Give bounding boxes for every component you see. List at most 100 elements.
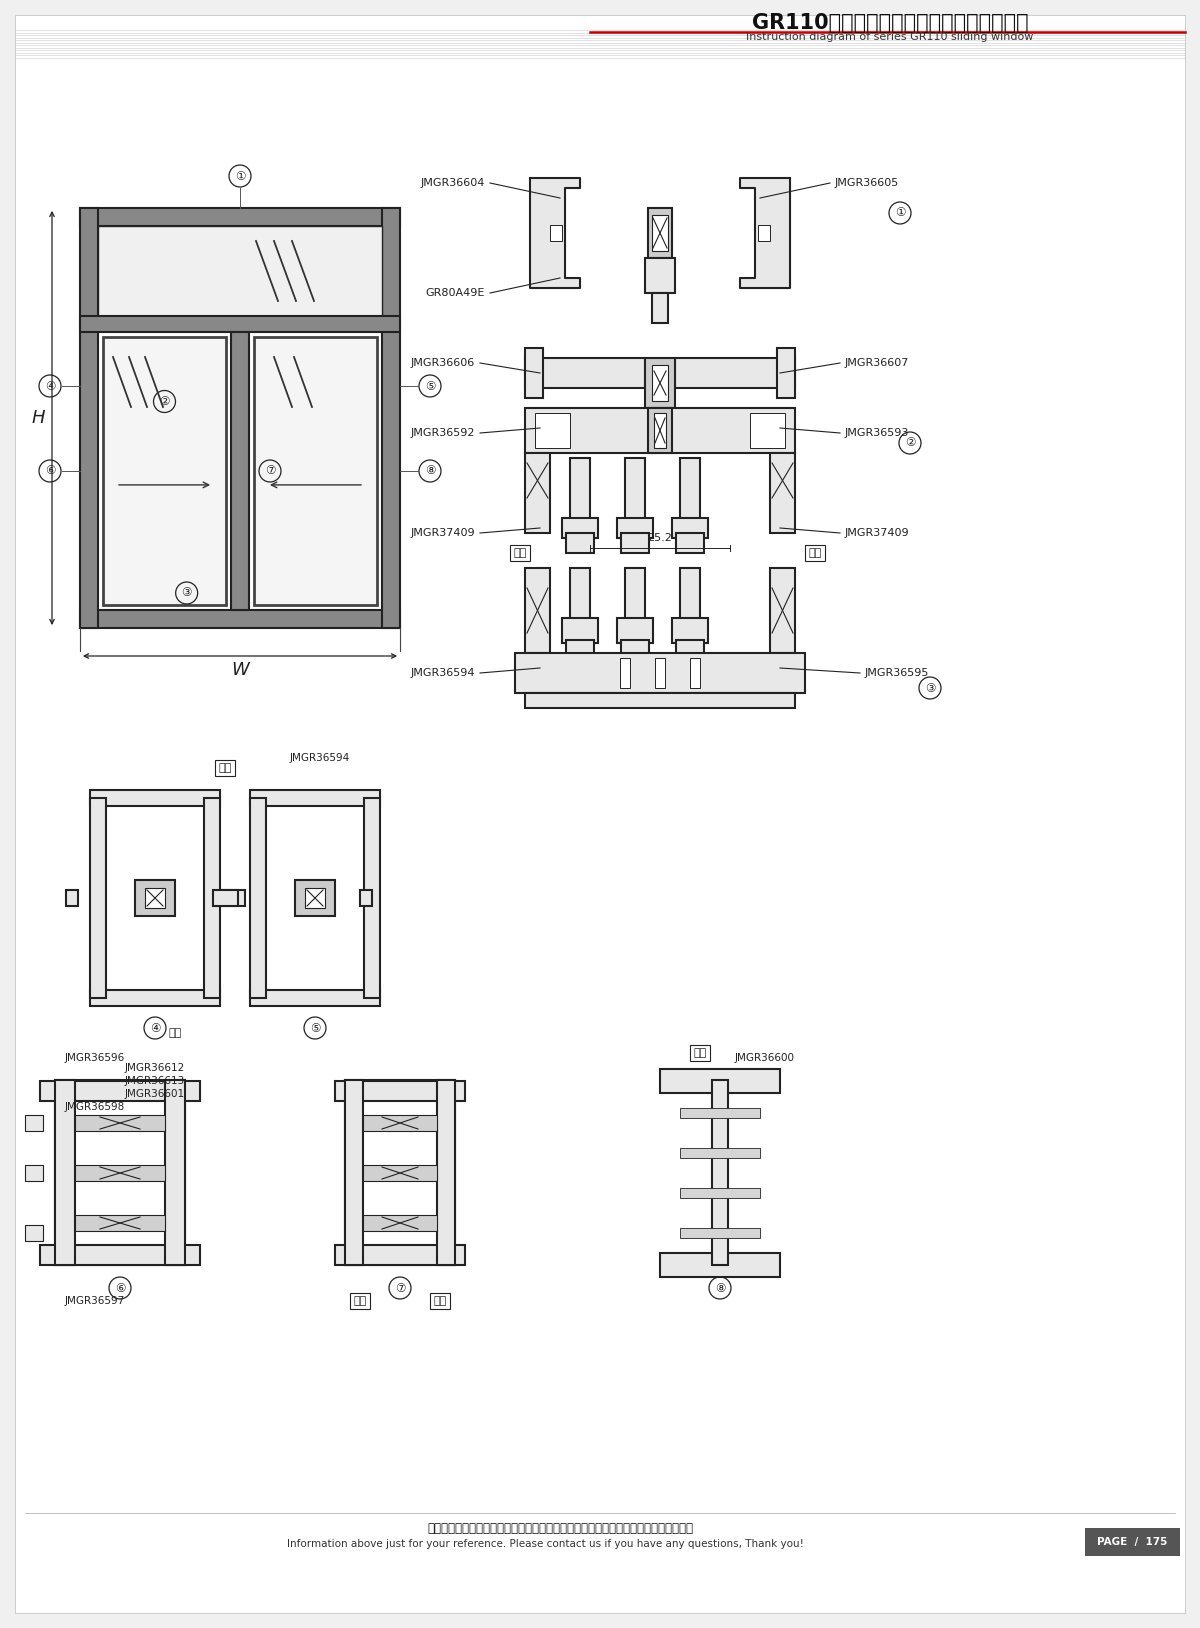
Bar <box>676 640 704 658</box>
Text: 室外: 室外 <box>433 1296 446 1306</box>
Bar <box>676 532 704 554</box>
Text: H: H <box>31 409 44 427</box>
Text: 室内: 室内 <box>514 549 527 558</box>
Polygon shape <box>530 177 580 288</box>
Text: ③: ③ <box>925 682 935 695</box>
Bar <box>562 619 598 643</box>
Bar <box>622 532 649 554</box>
Text: GR110系列隔热推拉窗结构图（三轨带纱）: GR110系列隔热推拉窗结构图（三轨带纱） <box>751 13 1028 33</box>
Text: ②: ② <box>905 436 916 449</box>
Bar <box>55 1079 74 1265</box>
Text: W: W <box>232 661 248 679</box>
Bar <box>66 891 78 907</box>
Bar <box>778 348 796 397</box>
Text: JMGR36594: JMGR36594 <box>290 754 350 764</box>
Bar <box>74 1214 166 1231</box>
Bar <box>204 798 220 998</box>
Bar <box>1085 1529 1180 1556</box>
Bar <box>750 414 785 448</box>
Bar <box>646 257 674 293</box>
Bar <box>364 798 380 998</box>
Text: JMGR36604: JMGR36604 <box>421 177 485 187</box>
Bar <box>40 1245 200 1265</box>
Polygon shape <box>740 177 790 288</box>
Bar <box>526 358 646 387</box>
Bar <box>364 1166 437 1180</box>
Bar <box>550 225 562 241</box>
Bar <box>758 225 770 241</box>
Bar <box>566 640 594 658</box>
Bar <box>526 568 550 653</box>
Bar <box>214 891 238 907</box>
Bar <box>526 453 550 532</box>
Bar <box>680 1109 760 1118</box>
Bar <box>74 1115 166 1131</box>
Text: JMGR37409: JMGR37409 <box>845 527 910 537</box>
Bar <box>437 1079 455 1265</box>
Bar <box>90 798 106 998</box>
Bar <box>80 316 400 332</box>
Text: ⑤: ⑤ <box>310 1021 320 1034</box>
Bar <box>134 881 175 917</box>
Text: PAGE  /  175: PAGE / 175 <box>1097 1537 1168 1547</box>
Text: JMGR36594: JMGR36594 <box>410 667 475 677</box>
Bar <box>80 208 98 628</box>
Text: JMGR36592: JMGR36592 <box>410 428 475 438</box>
Text: ①: ① <box>235 169 245 182</box>
Bar <box>80 208 400 226</box>
Bar <box>654 414 666 448</box>
Bar <box>625 457 646 523</box>
Bar <box>566 532 594 554</box>
Bar <box>680 568 700 624</box>
Bar <box>230 332 250 610</box>
Bar <box>103 337 226 606</box>
Bar <box>40 1081 200 1101</box>
Text: ①: ① <box>895 207 905 220</box>
Text: 室外: 室外 <box>809 549 822 558</box>
Bar <box>680 1188 760 1198</box>
Bar <box>90 790 220 806</box>
Text: JMGR36600: JMGR36600 <box>734 1053 796 1063</box>
Text: ⑧: ⑧ <box>715 1281 725 1294</box>
Bar <box>674 358 796 387</box>
Text: JMGR36606: JMGR36606 <box>410 358 475 368</box>
Text: ⑦: ⑦ <box>395 1281 406 1294</box>
Text: JMGR36601: JMGR36601 <box>125 1089 185 1099</box>
Bar <box>646 358 674 409</box>
Text: JMGR36598: JMGR36598 <box>65 1102 125 1112</box>
Bar <box>648 409 672 453</box>
Bar <box>617 518 653 537</box>
Bar <box>648 208 672 257</box>
Bar <box>652 365 668 400</box>
Text: GR80A49E: GR80A49E <box>426 288 485 298</box>
Text: ⑧: ⑧ <box>425 464 436 477</box>
Bar <box>680 1228 760 1237</box>
Text: ④: ④ <box>150 1021 161 1034</box>
Bar <box>80 610 400 628</box>
Text: 室内: 室内 <box>353 1296 367 1306</box>
Bar <box>515 653 805 694</box>
Text: JMGR36593: JMGR36593 <box>845 428 910 438</box>
Bar <box>335 1081 466 1101</box>
Text: JMGR36607: JMGR36607 <box>845 358 910 368</box>
Text: 25.2: 25.2 <box>648 532 672 544</box>
Bar <box>526 409 796 453</box>
Bar <box>346 1079 455 1265</box>
Bar <box>335 1245 466 1265</box>
Bar <box>652 293 668 322</box>
Text: JMGR36613: JMGR36613 <box>125 1076 185 1086</box>
Bar <box>25 1166 43 1180</box>
Bar <box>770 568 796 653</box>
Text: JMGR36596: JMGR36596 <box>65 1053 125 1063</box>
Bar <box>364 1115 437 1131</box>
Bar <box>145 887 166 908</box>
Bar <box>250 990 380 1006</box>
Text: 室内: 室内 <box>694 1048 707 1058</box>
Bar <box>570 457 590 523</box>
Bar <box>382 208 400 628</box>
Text: 室内: 室内 <box>218 764 232 773</box>
Bar <box>770 453 796 532</box>
Bar <box>622 640 649 658</box>
Text: 室外: 室外 <box>168 1027 181 1039</box>
Text: 图中所示型材截面、装配、编号、尺寸及重量仅供参考。如有疑问，请向本公司查询。: 图中所示型材截面、装配、编号、尺寸及重量仅供参考。如有疑问，请向本公司查询。 <box>427 1522 694 1535</box>
